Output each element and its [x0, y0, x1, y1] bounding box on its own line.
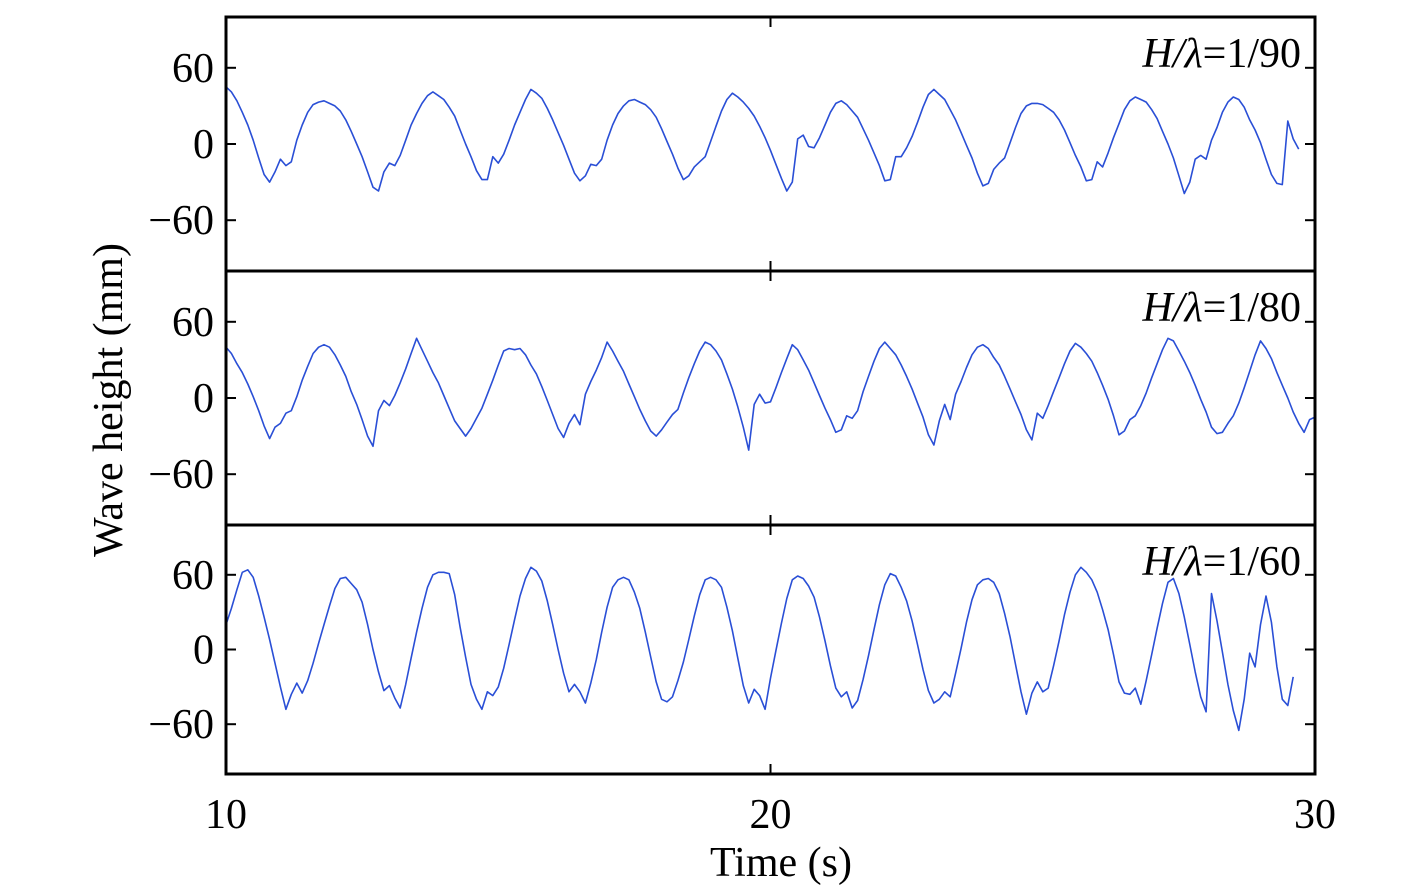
y-tick-label: −60 [148, 452, 214, 498]
y-tick-label: 0 [193, 122, 214, 168]
panel-label: H/λ=1/90 [1141, 31, 1301, 77]
x-tick-label: 20 [750, 792, 792, 838]
panel-3: 60 0 −60 H/λ=1/60 [148, 523, 1317, 776]
x-axis-title: Time (s) [710, 840, 852, 886]
y-tick-label: 0 [193, 376, 214, 422]
panel-label-ratio: H/λ [1141, 539, 1202, 585]
wave-series-line [226, 337, 1315, 451]
y-tick-label: −60 [148, 702, 214, 748]
wave-series-line [226, 86, 1300, 195]
y-tick-label: 60 [172, 553, 214, 599]
panels-layer: 600−60H/λ=1/90600−60H/λ=1/80600−60H/λ=1/… [148, 15, 1317, 776]
wave-series-line [226, 566, 1294, 732]
panel-label-value: =1/60 [1203, 539, 1301, 585]
y-tick-label: 60 [172, 46, 214, 92]
y-tick-label: 60 [172, 300, 214, 346]
panel-label: H/λ=1/80 [1141, 285, 1301, 331]
y-axis-title: Wave height (mm) [86, 243, 132, 557]
panel-label-value: =1/90 [1203, 31, 1301, 77]
x-tick-label: 10 [205, 792, 247, 838]
panel-1: 60 0 −60 H/λ=1/90 [148, 15, 1317, 273]
panel-2: 60 0 −60 H/λ=1/80 [148, 269, 1317, 527]
panel-label-ratio: H/λ [1141, 31, 1202, 77]
panel-label: H/λ=1/60 [1141, 539, 1301, 585]
panel-label-value: =1/80 [1203, 285, 1301, 331]
x-axis: 10 20 30 [205, 792, 1336, 838]
panel-label-ratio: H/λ [1141, 285, 1202, 331]
x-tick-label: 30 [1294, 792, 1336, 838]
y-tick-label: 0 [193, 628, 214, 674]
y-tick-label: −60 [148, 198, 214, 244]
